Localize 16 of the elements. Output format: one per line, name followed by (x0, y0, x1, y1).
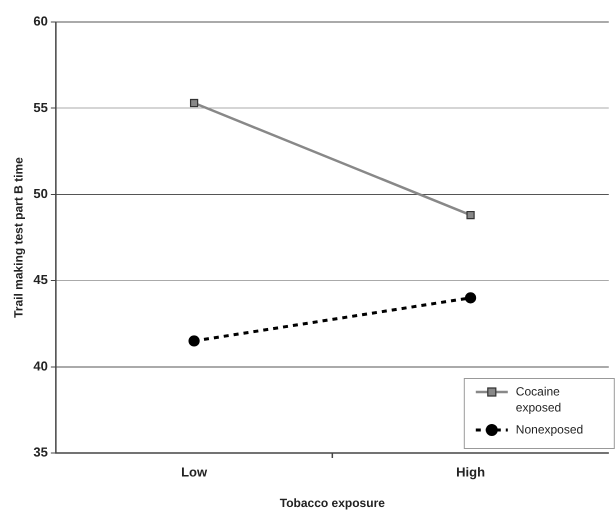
x-tick-label: Low (181, 464, 208, 480)
y-tick-label: 35 (33, 444, 48, 460)
legend-label: Cocaine exposed (516, 384, 562, 414)
legend-label: Nonexposed (516, 422, 584, 436)
point (466, 210, 475, 220)
y-tick-label: 50 (33, 186, 48, 201)
y-axis-title: Trail making test part B time (12, 156, 26, 318)
y-tick-label: 55 (33, 100, 48, 115)
point (464, 292, 476, 304)
y-tick-label: 45 (33, 272, 48, 288)
point (190, 98, 198, 108)
x-tick-label: High (456, 464, 486, 480)
y-tick-label: 60 (33, 14, 48, 29)
point (188, 335, 200, 347)
x-axis-title: Tobacco exposure (280, 496, 386, 510)
y-tick-label: 40 (33, 358, 48, 374)
